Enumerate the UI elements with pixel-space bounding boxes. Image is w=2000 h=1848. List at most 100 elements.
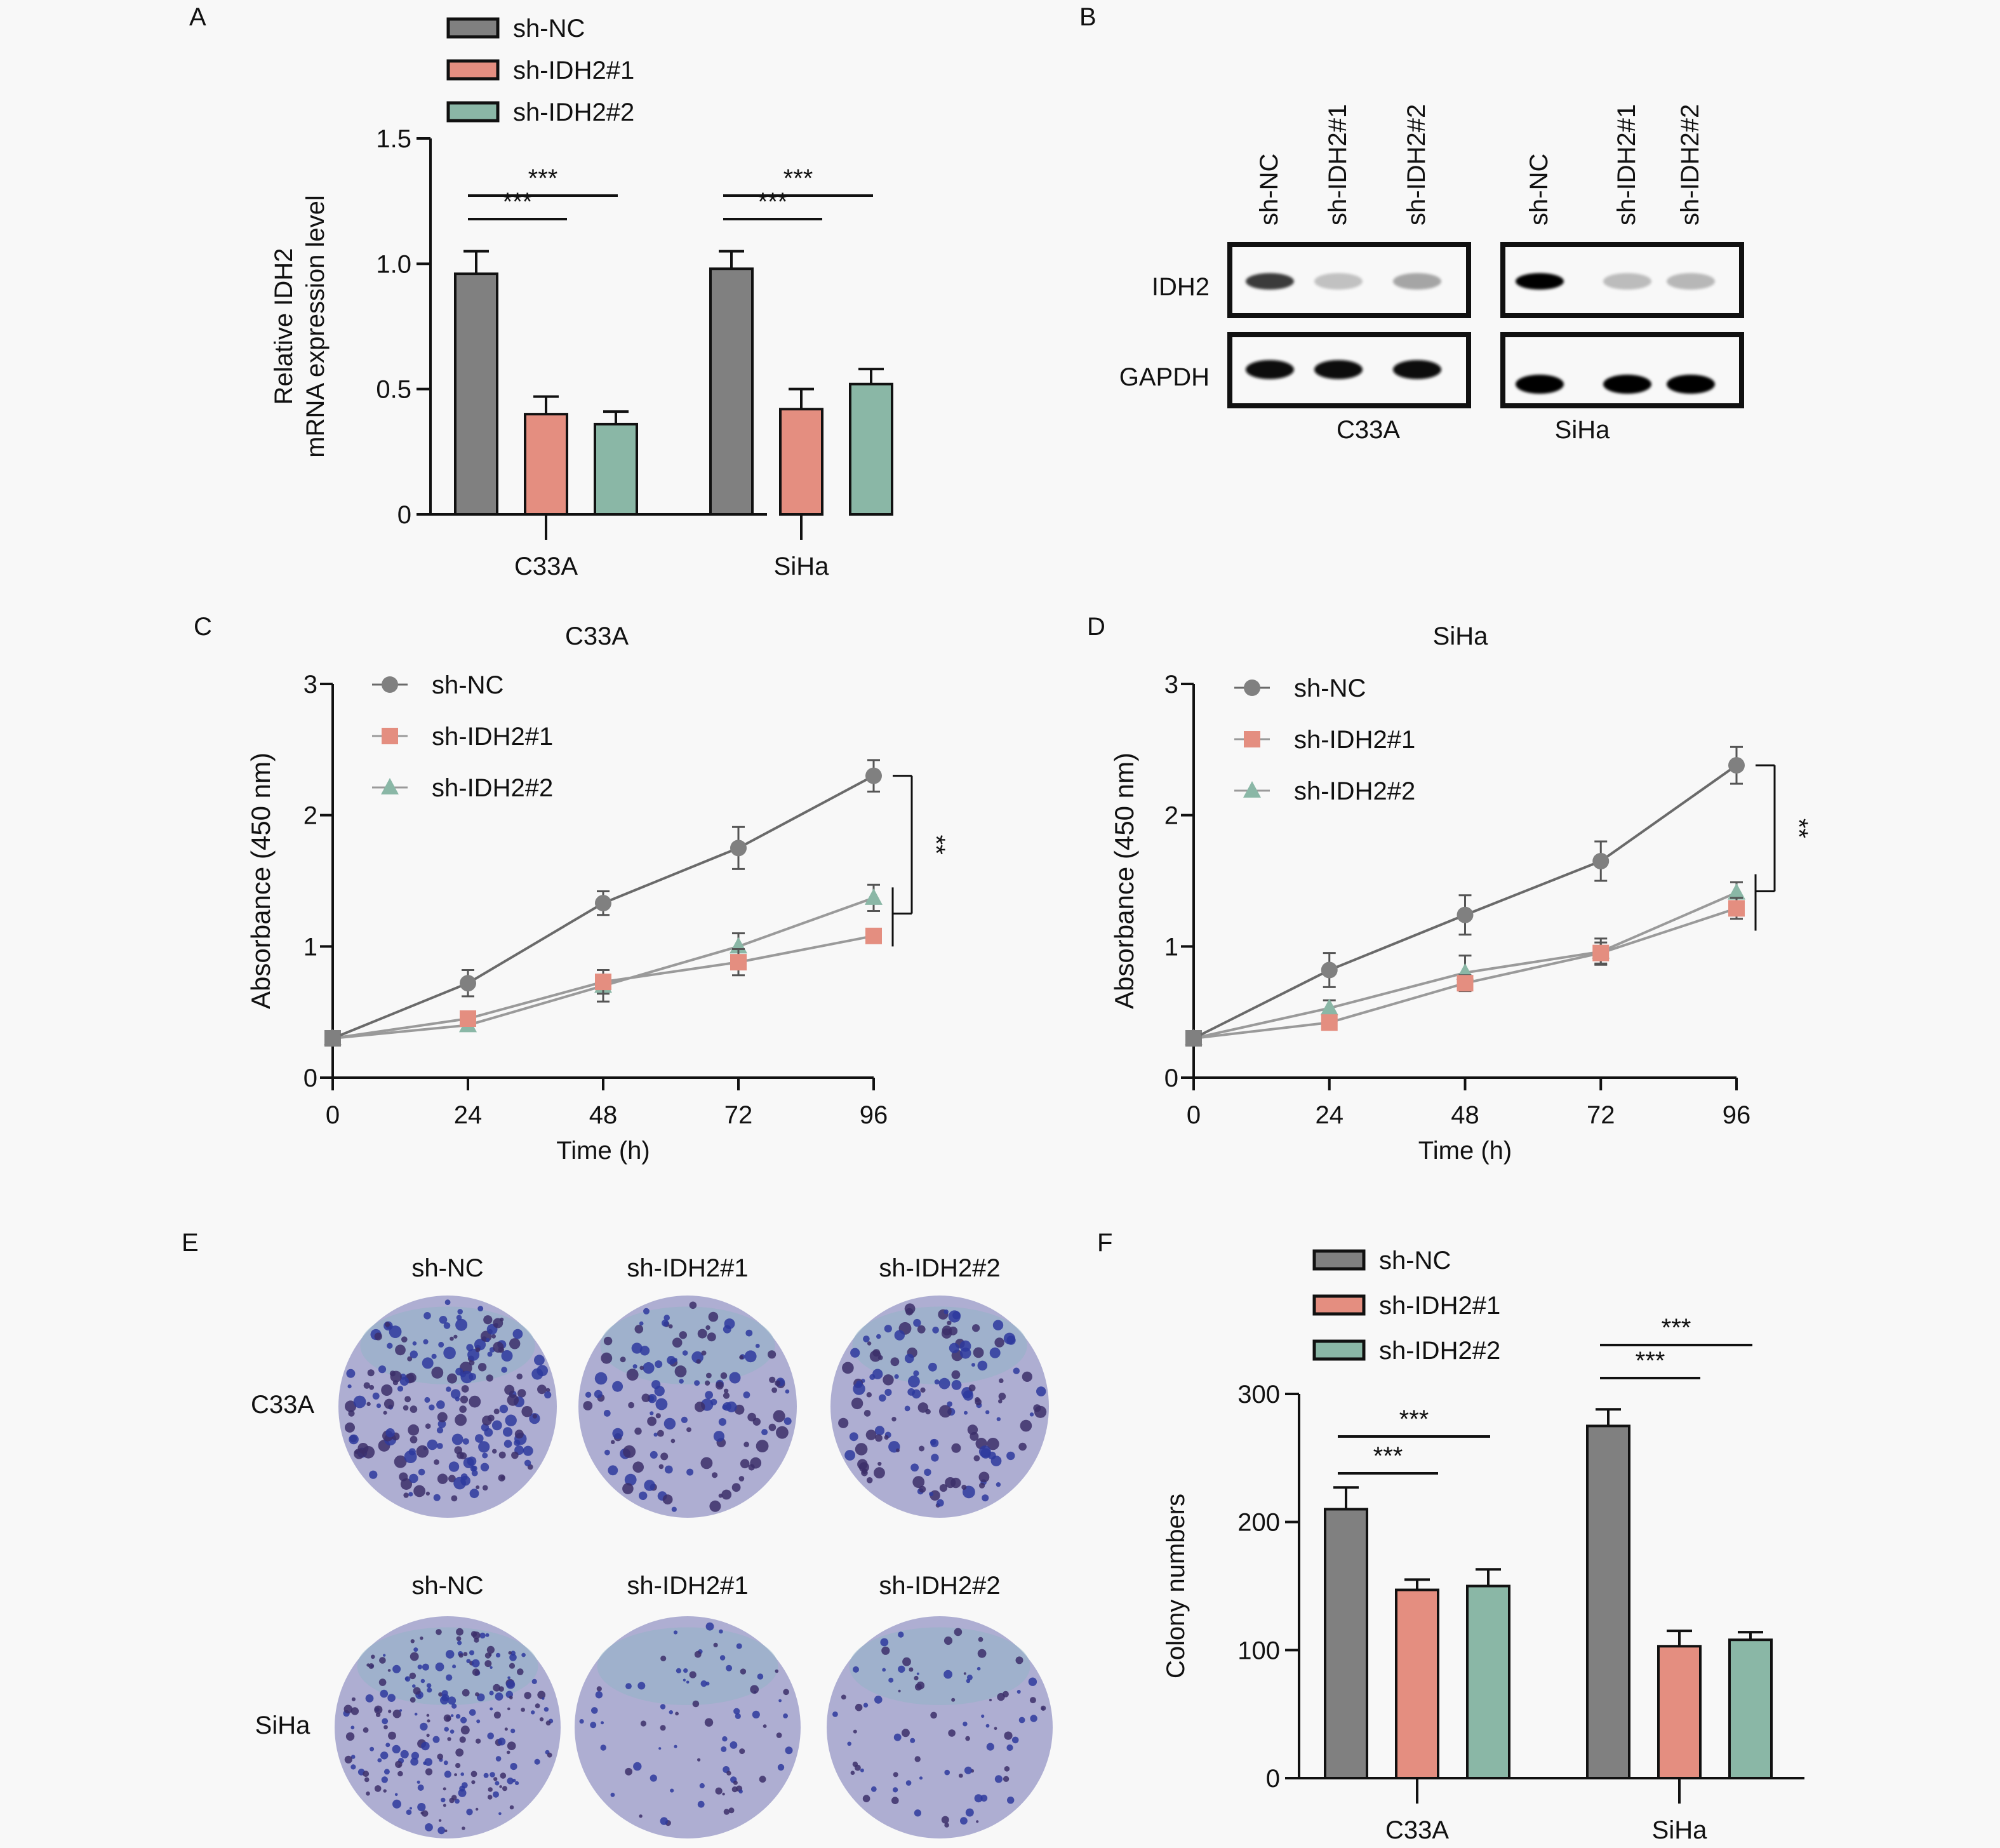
colony [723, 1388, 729, 1393]
colony [437, 1826, 446, 1835]
colony [769, 1376, 776, 1383]
colony [706, 1372, 712, 1379]
colony [417, 1784, 424, 1791]
panel-f-bar-chart: sh-NC sh-IDH2#1 sh-IDH2#2 0 100 200 300 Colony … [1162, 1247, 1804, 1844]
colony [1006, 1744, 1013, 1751]
colony [455, 1714, 461, 1719]
colony [456, 1315, 462, 1321]
colony [931, 1454, 939, 1462]
colony-dish-siha-3 [827, 1616, 1053, 1838]
row-label-idh2: IDH2 [1152, 273, 1210, 301]
colony [1018, 1442, 1027, 1451]
colony [509, 1654, 517, 1661]
colony [999, 1378, 1004, 1383]
legend-label-1: sh-NC [513, 15, 585, 43]
colony [879, 1394, 886, 1402]
colony [484, 1660, 492, 1668]
colony [466, 1659, 471, 1664]
colony [383, 1654, 386, 1657]
colony [512, 1329, 523, 1339]
colony [445, 1650, 455, 1659]
colony [516, 1373, 523, 1380]
colony [939, 1405, 952, 1418]
blot-band [1393, 360, 1441, 379]
colony [506, 1680, 516, 1689]
colony [455, 1318, 468, 1331]
colony [425, 1491, 430, 1496]
colony [455, 1798, 460, 1804]
colony [704, 1718, 714, 1727]
colony [657, 1430, 664, 1437]
colony [399, 1472, 408, 1482]
y-axis-label: Relative IDH2 [270, 248, 298, 405]
panel-b-western-blot: sh-NC sh-IDH2#1 sh-IDH2#2 sh-NC sh-IDH2#1 sh-… [1119, 104, 1744, 444]
colony [785, 1746, 793, 1755]
colony [947, 1320, 952, 1325]
colony [964, 1766, 972, 1774]
colony [1029, 1412, 1034, 1417]
colony [371, 1654, 375, 1659]
colony [514, 1439, 521, 1447]
colony [480, 1463, 490, 1471]
colony [479, 1632, 486, 1639]
significance-label: *** [503, 188, 533, 216]
colony [625, 1683, 632, 1690]
colony [591, 1707, 598, 1714]
x-tick-label: SiHa [1652, 1816, 1707, 1844]
colony [499, 1785, 502, 1788]
colony [713, 1642, 718, 1647]
colony [705, 1391, 713, 1400]
colony [930, 1711, 937, 1719]
colony [943, 1309, 949, 1315]
colony [510, 1729, 516, 1734]
colony [423, 1312, 431, 1320]
colony [876, 1334, 881, 1339]
colony [524, 1459, 531, 1466]
colony [672, 1337, 683, 1348]
significance-label: ** [922, 835, 950, 855]
colony [925, 1409, 931, 1415]
colony [919, 1485, 926, 1493]
colony [493, 1777, 498, 1781]
colony [963, 1722, 968, 1727]
colony [728, 1807, 735, 1814]
cell-line-label: SiHa [1555, 416, 1610, 444]
colony [852, 1761, 858, 1767]
x-tick-label: C33A [514, 552, 578, 580]
colony [410, 1405, 418, 1413]
colony [855, 1443, 868, 1456]
colony [509, 1663, 516, 1669]
colony [744, 1350, 757, 1363]
colony [451, 1795, 457, 1800]
colony [1007, 1797, 1015, 1804]
colony [743, 1391, 750, 1398]
colony [1004, 1766, 1010, 1772]
colony [392, 1664, 401, 1673]
colony [663, 1315, 670, 1321]
colony [451, 1433, 463, 1445]
legend-swatch-3 [446, 101, 500, 123]
colony [454, 1773, 457, 1777]
colony [862, 1795, 870, 1802]
legend-swatch-2 [1312, 1294, 1366, 1316]
colony [495, 1652, 501, 1657]
colony [475, 1434, 484, 1443]
colony [722, 1792, 725, 1796]
colony [623, 1445, 636, 1458]
colony [663, 1417, 676, 1430]
colony [841, 1694, 846, 1700]
column-label: sh-IDH2#2 [879, 1572, 1000, 1600]
colony [429, 1404, 435, 1410]
colony [882, 1668, 886, 1672]
colony [643, 1362, 655, 1374]
colony [951, 1697, 956, 1702]
colony [987, 1438, 999, 1450]
colony [380, 1689, 389, 1698]
colony [392, 1744, 401, 1753]
colony [908, 1376, 920, 1388]
blot-band [1603, 273, 1651, 290]
colony [898, 1689, 901, 1692]
colony [505, 1414, 517, 1426]
colony [660, 1725, 666, 1731]
y-tick-label: 0 [397, 501, 411, 529]
